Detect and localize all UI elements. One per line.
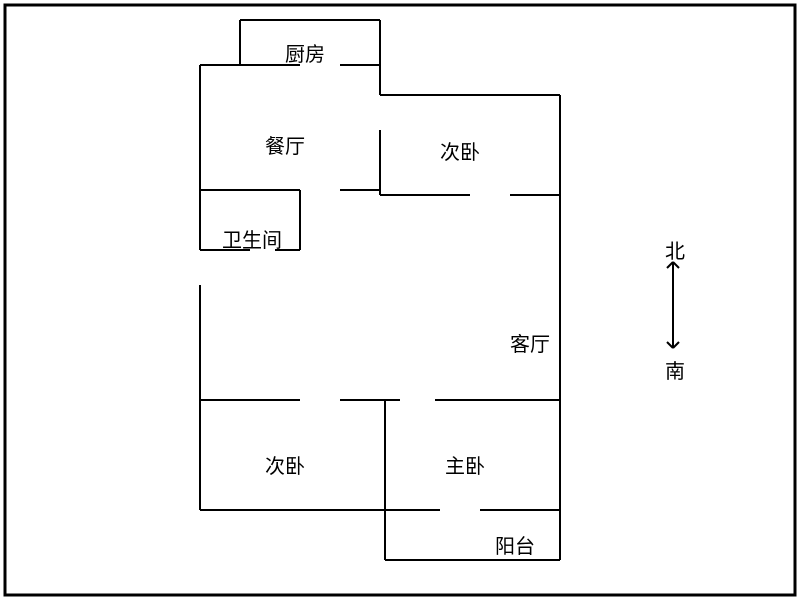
label-balcony: 阳台 xyxy=(495,530,535,559)
compass-south: 南 xyxy=(665,355,685,384)
floorplan-svg xyxy=(0,0,800,600)
label-dining: 餐厅 xyxy=(265,130,305,159)
label-bedroom2b: 次卧 xyxy=(265,450,305,479)
label-master: 主卧 xyxy=(445,450,485,479)
label-kitchen: 厨房 xyxy=(285,38,325,67)
label-bathroom: 卫生间 xyxy=(222,224,282,253)
label-bedroom2a: 次卧 xyxy=(440,136,480,165)
compass-north: 北 xyxy=(665,235,685,264)
label-living: 客厅 xyxy=(510,328,550,357)
